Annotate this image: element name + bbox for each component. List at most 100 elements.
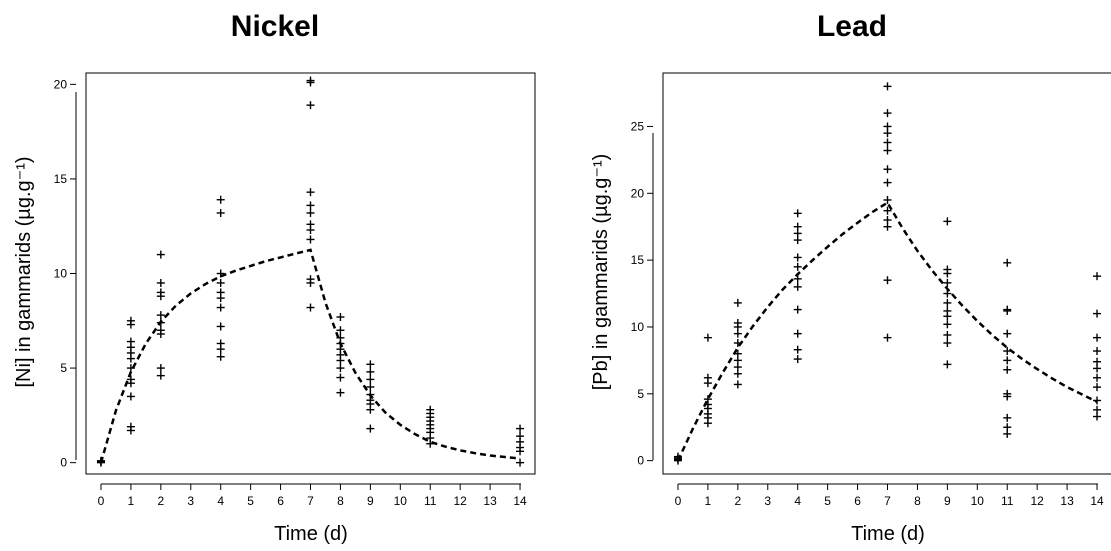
lead-data-point	[1003, 423, 1012, 432]
lead-x-tick-label: 4	[794, 494, 801, 508]
lead-x-tick-label: 13	[1060, 494, 1074, 508]
nickel-x-tick-label: 3	[187, 494, 194, 508]
lead-x-tick-label: 5	[824, 494, 831, 508]
nickel-data-point	[156, 311, 165, 320]
lead-data-point	[883, 195, 892, 204]
nickel-x-tick-label: 1	[128, 494, 135, 508]
nickel-data-point	[216, 269, 225, 278]
lead-data-point	[943, 278, 952, 287]
nickel-data-point	[216, 352, 225, 361]
lead-data-point	[733, 349, 742, 358]
nickel-data-point	[366, 360, 375, 369]
nickel-data-point	[306, 275, 315, 284]
nickel-fit-curve	[99, 248, 521, 464]
nickel-x-tick-label: 5	[247, 494, 254, 508]
lead-data-point	[943, 360, 952, 369]
lead-y-tick-label: 0	[637, 454, 644, 468]
nickel-data-point	[516, 432, 525, 441]
nickel-x-tick-label: 14	[513, 494, 527, 508]
nickel-data-point	[516, 458, 525, 467]
nickel-data-point	[126, 375, 135, 384]
nickel-data-point	[336, 364, 345, 373]
lead-data-point	[793, 274, 802, 283]
nickel-data-point	[366, 424, 375, 433]
lead-data-point	[733, 329, 742, 338]
lead-x-tick-label: 10	[971, 494, 985, 508]
nickel-x-tick-label: 11	[424, 494, 437, 508]
lead-x-tick-label: 8	[914, 494, 921, 508]
lead-data-point	[1093, 272, 1102, 281]
lead-data-point	[1093, 357, 1102, 366]
lead-data-point	[733, 339, 742, 348]
lead-data-point	[1093, 405, 1102, 414]
lead-data-point	[733, 380, 742, 389]
lead-data-point	[883, 109, 892, 118]
nickel-x-tick-label: 8	[337, 494, 344, 508]
nickel-data-point	[306, 201, 315, 210]
nickel-y-tick-label: 10	[54, 267, 68, 281]
nickel-data-point	[156, 318, 165, 327]
nickel-y-tick-label: 0	[60, 456, 67, 470]
lead-data-point	[883, 206, 892, 215]
nickel-data-point	[516, 424, 525, 433]
nickel-data-point	[366, 390, 375, 399]
lead-data-point	[703, 333, 712, 342]
lead-data-point	[883, 138, 892, 147]
nickel-data-point	[126, 364, 135, 373]
lead-y-tick-label: 20	[631, 186, 645, 200]
nickel-y-axis-label: [Ni] in gammarids (µg.g⁻¹)	[13, 156, 35, 387]
nickel-data-point	[336, 333, 345, 342]
nickel-data-point	[216, 303, 225, 312]
nickel-x-tick-label: 4	[217, 494, 224, 508]
lead-data-point	[1093, 383, 1102, 392]
lead-data-point	[1093, 396, 1102, 405]
lead-data-point	[1093, 309, 1102, 318]
lead-data-point	[883, 129, 892, 138]
lead-data-point	[1093, 412, 1102, 421]
nickel-x-tick-label: 13	[483, 494, 497, 508]
lead-x-axis-label: Time (d)	[851, 523, 925, 545]
lead-data-point	[733, 318, 742, 327]
lead-data-point	[1003, 365, 1012, 374]
nickel-data-point	[306, 101, 315, 110]
nickel-data-point	[156, 288, 165, 297]
nickel-data-point	[336, 373, 345, 382]
nickel-x-tick-label: 10	[394, 494, 408, 508]
nickel-data-point	[156, 250, 165, 259]
lead-data-point	[733, 298, 742, 307]
nickel-title: Nickel	[231, 10, 319, 43]
lead-data-point	[883, 122, 892, 131]
lead-data-point	[883, 222, 892, 231]
lead-x-tick-label: 3	[764, 494, 771, 508]
lead-data-point	[1003, 389, 1012, 398]
lead-plot-frame	[662, 72, 1111, 475]
lead-data-point	[883, 276, 892, 285]
lead-data-point	[703, 395, 712, 404]
nickel-data-point	[216, 339, 225, 348]
lead-data-point	[1003, 329, 1012, 338]
lead-y-tick-label: 5	[637, 387, 644, 401]
nickel-data-point	[156, 364, 165, 373]
lead-data-point	[793, 222, 802, 231]
lead-data-point	[1093, 347, 1102, 356]
lead-data-point	[673, 452, 682, 461]
nickel-data-point	[216, 195, 225, 204]
nickel-data-point	[366, 382, 375, 391]
lead-data-point	[943, 265, 952, 274]
lead-data-point	[943, 330, 952, 339]
nickel-data-point	[336, 313, 345, 322]
nickel-data-point	[306, 188, 315, 197]
lead-data-point	[793, 229, 802, 238]
lead-data-point	[883, 333, 892, 342]
nickel-x-tick-label: 12	[453, 494, 467, 508]
nickel-x-axis: 0 1 2 3 4 5 6 7 8 9 10 11 12 13 14	[98, 483, 527, 508]
nickel-plot-frame	[85, 72, 536, 475]
lead-data-point	[943, 320, 952, 329]
lead-data-point	[943, 306, 952, 315]
lead-data-points	[673, 82, 1102, 465]
lead-data-point	[883, 165, 892, 174]
lead-data-point	[943, 298, 952, 307]
lead-data-point	[943, 339, 952, 348]
